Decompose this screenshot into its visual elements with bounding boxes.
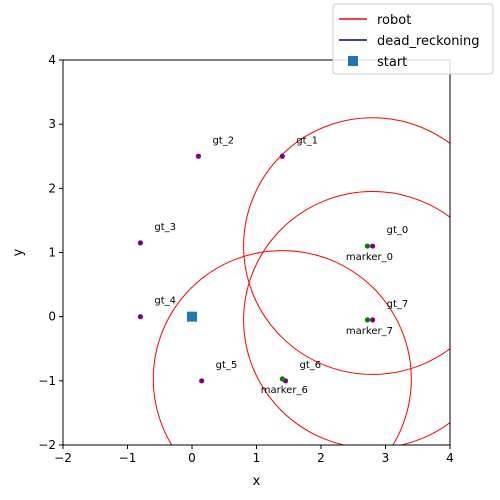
y-tick-label: 1	[48, 246, 56, 260]
marker-point	[364, 317, 371, 323]
gt-label: gt_0	[387, 225, 409, 236]
start-marker	[187, 311, 197, 322]
y-axis-label: y	[11, 248, 26, 256]
legend-swatch	[348, 56, 358, 66]
legend-box	[332, 3, 494, 75]
gt-point	[370, 243, 376, 249]
gt-label: gt_3	[154, 222, 176, 233]
gt-point	[370, 317, 376, 323]
legend-label: robot	[377, 13, 411, 28]
gt-label: gt_5	[216, 360, 238, 371]
x-axis-label: x	[253, 474, 261, 489]
legend-label: dead_reckoning	[377, 34, 480, 49]
gt-point	[137, 240, 143, 246]
gt-label: gt_6	[300, 360, 322, 371]
y-tick-label: 0	[48, 310, 56, 324]
x-tick-label: 0	[188, 451, 196, 465]
x-tick-label: 4	[446, 451, 454, 465]
marker-label: marker_0	[346, 252, 393, 263]
x-tick-label: 2	[317, 451, 325, 465]
gt-label: gt_2	[212, 135, 234, 146]
y-tick-label: 4	[48, 53, 56, 67]
x-tick-label: −2	[54, 451, 72, 465]
gt-point	[137, 314, 143, 320]
x-tick-label: −1	[119, 451, 137, 465]
gt-point	[279, 153, 285, 159]
marker-point	[364, 243, 371, 249]
gt-point	[195, 153, 202, 159]
legend-label: start	[377, 55, 407, 70]
y-tick-label: −1	[38, 374, 56, 388]
gt-label: gt_4	[154, 296, 176, 307]
gt-label: gt_7	[387, 299, 409, 310]
gt-label: gt_1	[296, 135, 318, 146]
marker-label: marker_7	[346, 326, 393, 337]
plot-area	[63, 60, 450, 445]
y-tick-label: 3	[48, 117, 56, 131]
x-tick-label: 3	[382, 451, 390, 465]
robot-uncertainty-circle	[152, 250, 412, 445]
marker-label: marker_6	[261, 385, 308, 396]
x-tick-label: 1	[253, 451, 261, 465]
robot-uncertainty-circle	[243, 191, 450, 445]
y-tick-label: 2	[48, 181, 56, 195]
marker-point	[279, 376, 285, 382]
gt-point	[199, 378, 205, 384]
y-tick-label: −2	[38, 438, 56, 452]
robot-uncertainty-circle	[243, 117, 450, 375]
